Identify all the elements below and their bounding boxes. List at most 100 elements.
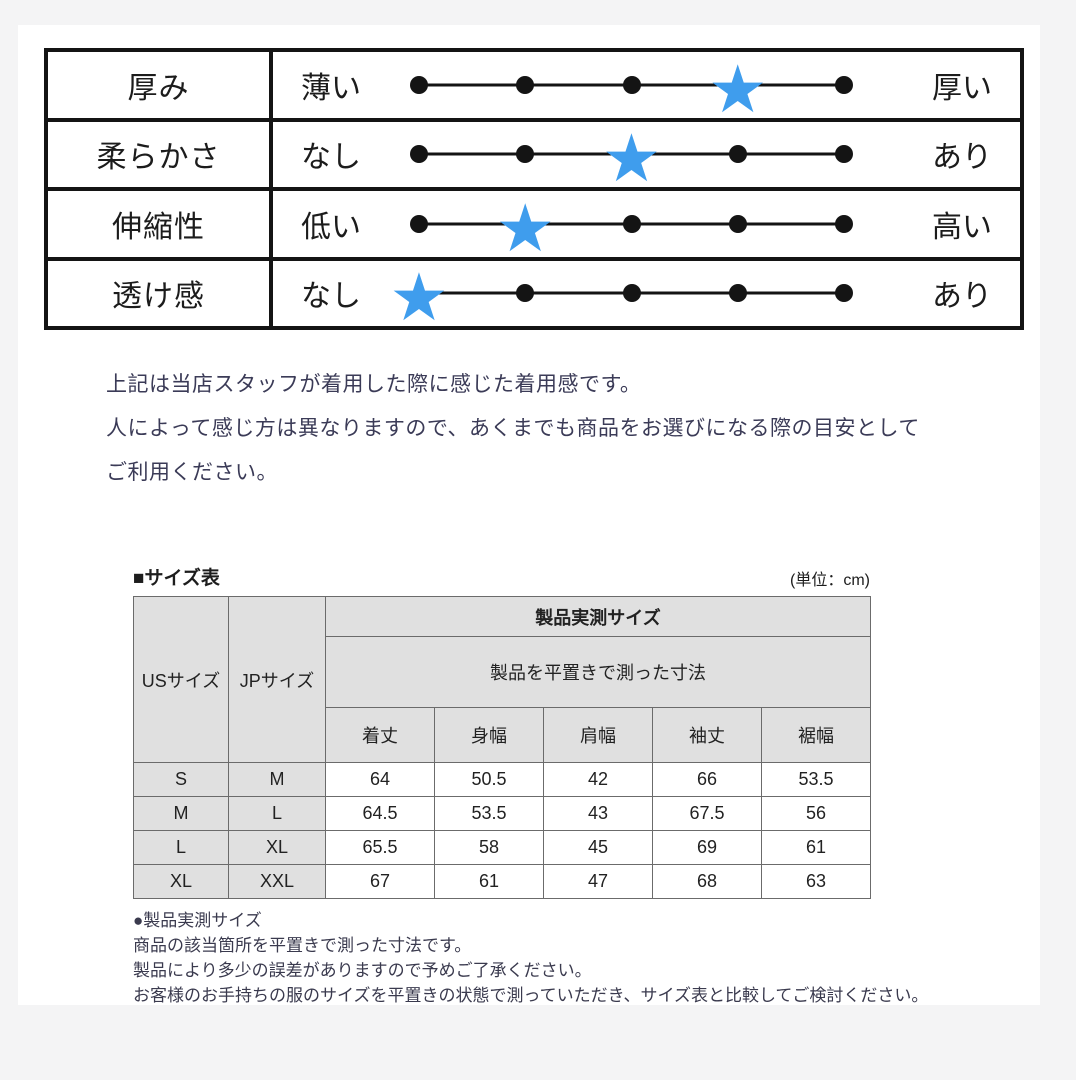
rating-max-label: あり (932, 280, 992, 314)
jp-size-cell: XL (228, 830, 326, 865)
measure-value-cell: 42 (543, 762, 653, 797)
measure-value-cell: 68 (652, 864, 762, 899)
notes-line: お客様のお手持ちの服のサイズを平置きの状態で測っていただき、サイズ表と比較してご… (133, 986, 929, 1005)
measure-value-cell: 50.5 (434, 762, 544, 797)
rating-scale: ★ (410, 191, 853, 261)
fit-note-line: 上記は当店スタッフが着用した際に感じた着用感です。 (106, 373, 642, 396)
measure-value-cell: 63 (760, 864, 872, 899)
col-header-shoulder-width: 肩幅 (543, 707, 653, 763)
measure-value-cell: 64 (325, 762, 435, 797)
scale-dot-icon (622, 284, 641, 303)
rating-label: 厚み (48, 52, 273, 118)
us-size-cell: L (133, 830, 229, 865)
scale-dot-icon (516, 145, 535, 164)
jp-size-cell: M (228, 762, 326, 797)
rating-min-label: 薄い (301, 71, 361, 105)
col-header-us-size: USサイズ (133, 596, 229, 763)
size-table-row: L XL 65.5 58 45 69 61 (133, 830, 872, 865)
us-size-cell: M (133, 796, 229, 831)
measure-value-cell: 47 (543, 864, 653, 899)
rating-star-icon: ★ (708, 51, 768, 126)
fit-note-line: ご利用ください。 (106, 461, 278, 484)
measure-value-cell: 58 (434, 830, 544, 865)
product-info-panel: 厚み 薄い ★ 厚い 柔らかさ なし ★ あり 伸縮性 低い ★ 高い 透け感 なし ★ あり 上記は当店スタ… (18, 25, 1040, 1005)
size-table-heading: ■サイズ表 (133, 568, 220, 589)
rating-min-label: 低い (301, 210, 361, 244)
fit-note-line: 人によって感じ方は異なりますので、あくまでも商品をお選びになる際の目安として (106, 417, 920, 440)
measure-value-cell: 65.5 (325, 830, 435, 865)
jp-size-cell: XXL (228, 864, 326, 899)
measure-value-cell: 69 (652, 830, 762, 865)
measure-value-cell: 56 (760, 796, 872, 831)
group-header-measured-size: 製品実測サイズ (324, 596, 872, 637)
measure-value-cell: 53.5 (760, 762, 872, 797)
rating-row: 伸縮性 低い ★ 高い (48, 187, 1020, 261)
rating-label: 伸縮性 (48, 191, 273, 257)
rating-scale-area: 薄い ★ 厚い (273, 52, 1020, 122)
rating-scale: ★ (410, 52, 853, 122)
rating-scale-area: なし ★ あり (273, 121, 1020, 196)
rating-star-icon: ★ (389, 260, 449, 335)
rating-star-icon: ★ (495, 190, 555, 265)
scale-dot-icon (516, 284, 535, 303)
fabric-rating-table: 厚み 薄い ★ 厚い 柔らかさ なし ★ あり 伸縮性 低い ★ 高い 透け感 なし ★ あり (44, 48, 1024, 330)
scale-dot-icon (622, 75, 641, 94)
rating-row: 柔らかさ なし ★ あり (48, 117, 1020, 196)
measure-value-cell: 66 (652, 762, 762, 797)
scale-line (419, 152, 844, 156)
rating-row: 透け感 なし ★ あり (48, 256, 1020, 330)
fit-note-paragraph: 上記は当店スタッフが着用した際に感じた着用感です。 人によって感じ方は異なります… (106, 363, 1006, 495)
rating-star-icon: ★ (601, 121, 662, 196)
measure-value-cell: 64.5 (325, 796, 435, 831)
size-section: ■サイズ表 (単位：cm) USサイズ JPサイズ 製品実測サイズ 製品を平置き… (133, 563, 928, 1008)
size-heading-row: ■サイズ表 (単位：cm) (133, 563, 870, 590)
scale-dot-icon (835, 75, 853, 94)
size-table-row: M L 64.5 53.5 43 67.5 56 (133, 796, 872, 831)
scale-dot-icon (410, 214, 428, 233)
col-header-jp-size: JPサイズ (228, 596, 326, 763)
measurement-notes: ●製品実測サイズ 商品の該当箇所を平置きで測った寸法です。 製品により多少の誤差… (133, 908, 1033, 1008)
rating-min-label: なし (301, 280, 361, 314)
scale-dot-icon (835, 214, 853, 233)
unit-label: (単位：cm) (790, 572, 870, 589)
measure-value-cell: 43 (543, 796, 653, 831)
us-size-cell: S (133, 762, 229, 797)
measure-value-cell: 61 (760, 830, 872, 865)
rating-scale: ★ (410, 121, 853, 196)
group-subheader-flat-measure: 製品を平置きで測った寸法 (324, 636, 872, 708)
notes-line: 商品の該当箇所を平置きで測った寸法です。 (133, 936, 472, 955)
rating-scale: ★ (389, 261, 853, 330)
notes-line: 製品により多少の誤差がありますので予めご了承ください。 (133, 961, 592, 980)
scale-dot-icon (622, 214, 641, 233)
col-header-chest-width: 身幅 (434, 707, 544, 763)
size-table-row: XL XXL 67 61 47 68 63 (133, 864, 872, 899)
rating-label: 透け感 (48, 260, 273, 326)
jp-size-cell: L (228, 796, 326, 831)
rating-max-label: 高い (932, 210, 992, 244)
measure-value-cell: 45 (543, 830, 653, 865)
measure-value-cell: 61 (434, 864, 544, 899)
col-header-sleeve-length: 袖丈 (652, 707, 762, 763)
scale-dot-icon (410, 75, 428, 94)
rating-scale-area: 低い ★ 高い (273, 191, 1020, 261)
rating-scale-area: なし ★ あり (273, 261, 1020, 330)
size-table: USサイズ JPサイズ 製品実測サイズ 製品を平置きで測った寸法 着丈 身幅 肩… (133, 596, 872, 899)
col-header-hem-width: 裾幅 (760, 707, 872, 763)
scale-dot-icon (516, 75, 535, 94)
scale-dot-icon (410, 145, 428, 164)
measure-value-cell: 53.5 (434, 796, 544, 831)
scale-dot-icon (728, 214, 747, 233)
rating-min-label: なし (301, 141, 361, 175)
notes-heading: ●製品実測サイズ (133, 911, 262, 930)
us-size-cell: XL (133, 864, 229, 899)
rating-label: 柔らかさ (48, 121, 273, 187)
rating-max-label: 厚い (932, 71, 992, 105)
rating-max-label: あり (932, 141, 992, 175)
measure-value-cell: 67.5 (652, 796, 762, 831)
scale-dot-icon (728, 145, 747, 164)
measure-value-cell: 67 (325, 864, 435, 899)
scale-dot-icon (728, 284, 747, 303)
rating-row: 厚み 薄い ★ 厚い (48, 52, 1020, 122)
scale-dot-icon (835, 145, 853, 164)
col-header-body-length: 着丈 (325, 707, 435, 763)
